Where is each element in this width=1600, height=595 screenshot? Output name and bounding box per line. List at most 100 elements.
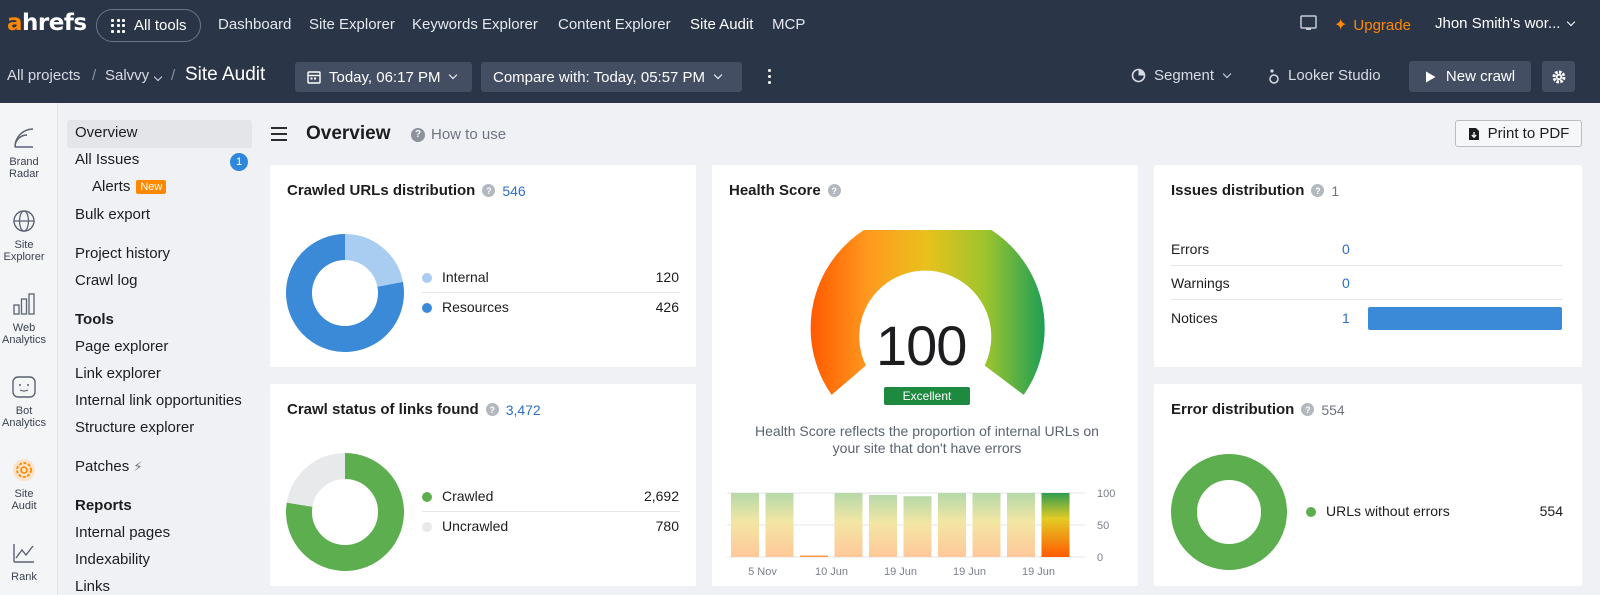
sparkle-icon: ✦: [1334, 17, 1348, 34]
menu-heading-reports: Reports: [75, 497, 132, 514]
rail-web-analytics[interactable]: Web Analytics: [0, 291, 48, 346]
health-bar[interactable]: [869, 494, 897, 557]
menu-overview[interactable]: Overview: [75, 124, 138, 141]
ahrefs-logo[interactable]: ahrefs: [7, 10, 87, 36]
help-icon[interactable]: ?: [827, 184, 841, 197]
gauge-arc: [810, 230, 1045, 395]
top-navigation-bar: ahrefs All tools Dashboard Site Explorer…: [0, 0, 1600, 51]
monitor-icon[interactable]: [1300, 15, 1317, 31]
legend-internal[interactable]: Internal: [422, 269, 489, 285]
menu-page-explorer[interactable]: Page explorer: [75, 338, 169, 355]
help-icon[interactable]: ?: [1311, 184, 1325, 197]
upgrade-link[interactable]: ✦ Upgrade: [1334, 16, 1411, 35]
help-icon[interactable]: ?: [482, 184, 496, 197]
date-selector[interactable]: Today, 06:17 PM: [295, 62, 472, 92]
globe-icon: [13, 210, 35, 232]
nav-dashboard[interactable]: Dashboard: [218, 16, 292, 33]
menu-active-highlight: [67, 120, 252, 148]
menu-link-explorer[interactable]: Link explorer: [75, 365, 161, 382]
rail-rank[interactable]: Rank: [0, 540, 48, 583]
breadcrumb-all-projects[interactable]: All projects: [7, 67, 81, 84]
menu-internal-pages[interactable]: Internal pages: [75, 524, 171, 541]
card-title: Issues distribution ? 1: [1171, 182, 1340, 199]
menu-project-history[interactable]: Project history: [75, 245, 171, 262]
menu-bulk-export[interactable]: Bulk export: [75, 206, 151, 223]
menu-indexability[interactable]: Indexability: [75, 551, 151, 568]
crawled-total[interactable]: 546: [502, 182, 526, 199]
gear-icon: [1552, 70, 1565, 83]
menu-internal-link-opportunities[interactable]: Internal link opportunities: [75, 392, 242, 409]
menu-all-issues[interactable]: All Issues: [75, 151, 140, 168]
error-distribution-card: Error distribution ? 554 URLs without er…: [1154, 384, 1582, 586]
menu-patches[interactable]: Patches ⚡︎: [75, 458, 143, 475]
legend-urls-without-errors[interactable]: URLs without errors: [1306, 503, 1450, 519]
breadcrumb-current: Site Audit: [185, 64, 266, 85]
app-rail: Brand Radar Site Explorer Web Analytics Bot…: [0, 103, 58, 595]
y-tick-label: 50: [1097, 520, 1109, 532]
bar-chart-icon: [13, 293, 35, 315]
notices-bar[interactable]: [1368, 307, 1562, 330]
rail-bot-analytics[interactable]: Bot Analytics: [0, 374, 48, 429]
legend-uncrawled[interactable]: Uncrawled: [422, 518, 508, 534]
compare-selector[interactable]: Compare with: Today, 05:57 PM: [481, 62, 742, 92]
new-crawl-button[interactable]: New crawl: [1409, 61, 1531, 92]
health-bar[interactable]: [731, 493, 759, 557]
help-icon[interactable]: ?: [1301, 403, 1315, 416]
donut-slice-resources[interactable]: [286, 234, 404, 352]
issues-row-errors-label: Errors: [1171, 241, 1210, 257]
rail-site-explorer[interactable]: Site Explorer: [0, 208, 48, 263]
health-bar[interactable]: [834, 493, 863, 557]
health-bar[interactable]: [1007, 493, 1035, 557]
divider: [1171, 299, 1563, 300]
settings-button[interactable]: [1542, 61, 1575, 92]
legend-dot: [422, 492, 432, 502]
links-total[interactable]: 3,472: [505, 401, 541, 418]
health-bar[interactable]: [903, 496, 932, 557]
health-bar[interactable]: [765, 493, 794, 557]
menu-structure-explorer[interactable]: Structure explorer: [75, 419, 195, 436]
y-tick-label: 0: [1097, 552, 1103, 564]
crawl-status-card: Crawl status of links found ? 3,472 Craw…: [270, 384, 696, 586]
segment-dropdown[interactable]: Segment: [1131, 67, 1232, 84]
health-bar[interactable]: [1041, 493, 1070, 557]
play-icon: [1425, 71, 1436, 82]
urls-without-errors-value: 554: [1539, 503, 1563, 519]
health-bar[interactable]: [800, 555, 828, 558]
issues-row-notices-value[interactable]: 1: [1342, 310, 1350, 326]
nav-site-explorer[interactable]: Site Explorer: [309, 16, 395, 33]
hamburger-menu-icon[interactable]: [271, 127, 287, 145]
nav-keywords-explorer[interactable]: Keywords Explorer: [412, 16, 538, 33]
issues-row-errors-value[interactable]: 0: [1342, 241, 1350, 257]
print-to-pdf-button[interactable]: Print to PDF: [1455, 120, 1582, 147]
looker-icon: [1269, 68, 1279, 84]
donut-slice-crawled[interactable]: [286, 453, 404, 571]
help-icon[interactable]: ?: [485, 403, 499, 416]
more-options-icon[interactable]: [768, 69, 772, 87]
menu-links[interactable]: Links: [75, 578, 111, 595]
nav-site-audit[interactable]: Site Audit: [690, 16, 754, 33]
all-tools-button[interactable]: All tools: [96, 9, 201, 42]
issues-row-warnings-value[interactable]: 0: [1342, 275, 1350, 291]
rail-site-audit[interactable]: Site Audit: [0, 457, 48, 512]
health-grade-badge: Excellent: [884, 387, 970, 405]
donut-slice-no-errors: [1171, 454, 1287, 570]
health-score-description: Health Score reflects the proportion of …: [755, 423, 1099, 456]
breadcrumb-project[interactable]: Salvvy: [105, 67, 163, 84]
legend-crawled[interactable]: Crawled: [422, 488, 493, 504]
workspace-dropdown[interactable]: Jhon Smith's wor...: [1435, 15, 1576, 32]
donut-slice-uncrawled[interactable]: [286, 453, 346, 508]
health-bar[interactable]: [972, 493, 1001, 557]
menu-crawl-log[interactable]: Crawl log: [75, 272, 138, 289]
nav-mcp[interactable]: MCP: [772, 16, 806, 33]
crawled-urls-card: Crawled URLs distribution ? 546 Internal…: [270, 165, 696, 367]
issues-distribution-card: Issues distribution ? 1 Errors 0 Warning…: [1154, 165, 1582, 367]
donut-slice-internal[interactable]: [344, 234, 403, 288]
health-bar[interactable]: [938, 493, 966, 557]
how-to-use-link[interactable]: ? How to use: [411, 126, 506, 143]
nav-content-explorer[interactable]: Content Explorer: [558, 16, 671, 33]
legend-resources[interactable]: Resources: [422, 299, 509, 315]
looker-studio-link[interactable]: Looker Studio: [1268, 67, 1381, 84]
menu-alerts[interactable]: Alerts New: [92, 178, 167, 195]
rail-brand-radar[interactable]: Brand Radar: [0, 125, 48, 180]
card-title: Crawled URLs distribution ? 546: [287, 182, 526, 199]
